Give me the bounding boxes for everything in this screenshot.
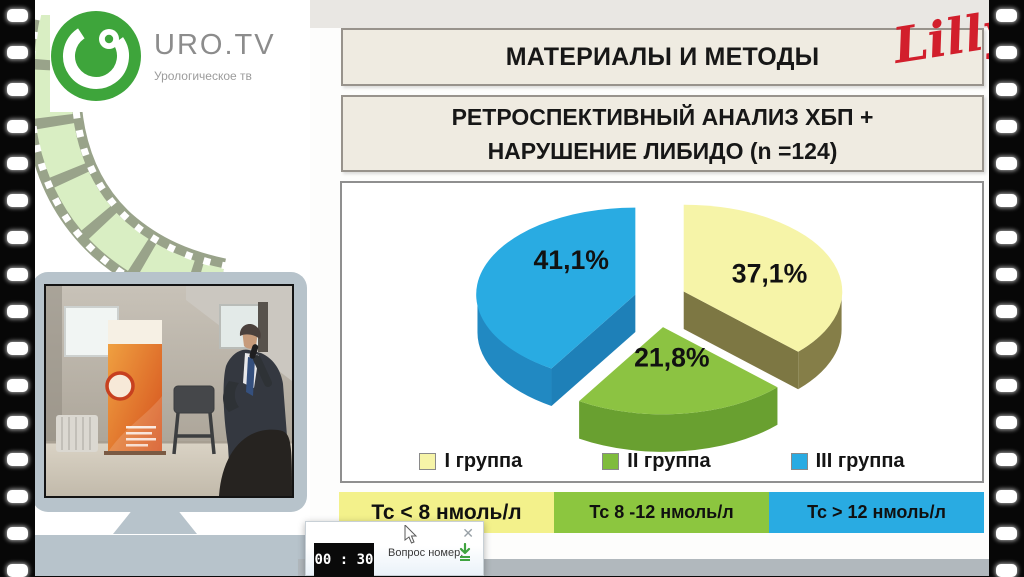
question-popup-window: ✕ 00 : 30 Вопрос номер: bbox=[305, 521, 484, 577]
pie-chart: 37,1% 21,8% 41,1% bbox=[476, 204, 843, 452]
legend-swatch-yellow bbox=[419, 453, 437, 470]
countdown-timer: 00 : 30 bbox=[314, 543, 374, 577]
webcam-monitor bbox=[32, 272, 307, 512]
pie-legend: I группа II группа III группа bbox=[342, 450, 982, 473]
slide-subtitle-box: РЕТРОСПЕКТИВНЫЙ АНАЛИЗ ХБП + НАРУШЕНИЕ Л… bbox=[341, 95, 984, 172]
webcam-scene bbox=[46, 286, 292, 496]
slide-title: МАТЕРИАЛЫ И МЕТОДЫ bbox=[505, 42, 820, 71]
mouse-cursor-icon bbox=[404, 525, 418, 544]
threshold-segment-low: Тс < 8 нмоль/л bbox=[339, 492, 554, 533]
legend-label-group1: I группа bbox=[444, 450, 523, 472]
legend-swatch-blue bbox=[790, 453, 808, 470]
slide-subtitle-line2: НАРУШЕНИЕ ЛИБИДО (n =124) bbox=[487, 137, 838, 164]
threshold-segment-high: Тс > 12 нмоль/л bbox=[769, 492, 984, 533]
channel-logo-block: URO.TV Урологическое тв bbox=[50, 0, 310, 112]
legend-item-group1: I группа bbox=[419, 450, 522, 473]
rollup-banner bbox=[104, 320, 166, 455]
question-number-label: Вопрос номер: bbox=[388, 547, 464, 559]
slide-top-margin bbox=[310, 0, 989, 28]
pie-chart-panel: 37,1% 21,8% 41,1% I группа II группа III… bbox=[340, 181, 984, 483]
testosterone-threshold-bar: Тс < 8 нмоль/л Тс 8 -12 нмоль/л Тс > 12 … bbox=[339, 492, 984, 533]
webcam-video bbox=[44, 284, 294, 498]
threshold-segment-mid: Тс 8 -12 нмоль/л bbox=[554, 492, 769, 533]
urotv-logo-icon bbox=[51, 11, 141, 101]
branding-panel: URO.TV Урологическое тв bbox=[30, 0, 310, 576]
slide-subtitle-line1: РЕТРОСПЕКТИВНЫЙ АНАЛИЗ ХБП + bbox=[451, 103, 874, 130]
monitor-stand bbox=[113, 511, 197, 534]
pie-slice-group3 bbox=[476, 207, 636, 407]
presentation-slide: МАТЕРИАЛЫ И МЕТОДЫ Lilly РЕТРОСПЕКТИВНЫЙ… bbox=[310, 0, 1016, 576]
pie-value-group1: 37,1% bbox=[732, 259, 808, 289]
pie-value-group2: 21,8% bbox=[634, 343, 710, 373]
filmstrip-left bbox=[0, 0, 35, 577]
legend-label-group2: II группа bbox=[627, 450, 711, 472]
chair bbox=[172, 385, 216, 455]
channel-tagline: Урологическое тв bbox=[154, 69, 252, 83]
pie-slice-group1 bbox=[683, 204, 843, 390]
slide-title-box: МАТЕРИАЛЫ И МЕТОДЫ bbox=[341, 28, 984, 86]
download-icon[interactable] bbox=[457, 543, 473, 563]
channel-name: URO.TV bbox=[154, 29, 276, 61]
pie-slice-group2 bbox=[579, 327, 778, 452]
legend-item-group3: III группа bbox=[790, 450, 905, 473]
pie-value-group3: 41,1% bbox=[533, 245, 608, 275]
monitor-base bbox=[35, 535, 305, 576]
legend-label-group3: III группа bbox=[815, 450, 905, 472]
filmstrip-right bbox=[989, 0, 1024, 577]
close-icon[interactable]: ✕ bbox=[462, 525, 474, 541]
legend-swatch-green bbox=[602, 453, 620, 470]
legend-item-group2: II группа bbox=[602, 450, 711, 473]
